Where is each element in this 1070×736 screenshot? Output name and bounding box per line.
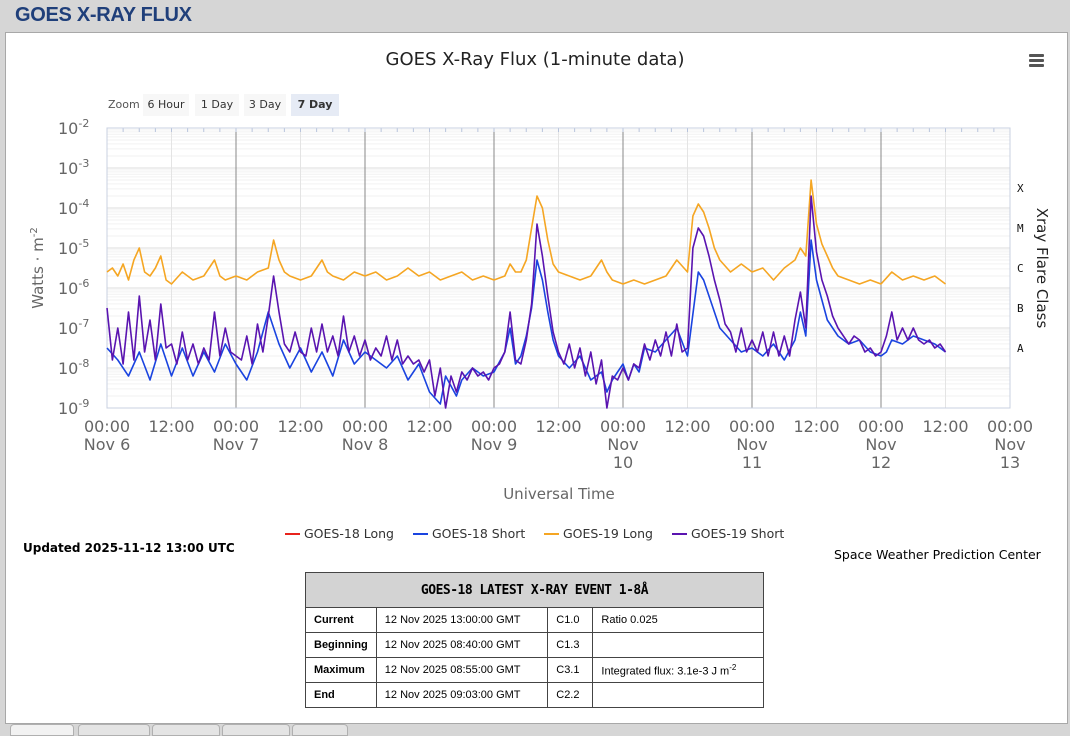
event-row-time: 12 Nov 2025 08:40:00 GMT [375,632,549,658]
x-tick-label: Nov 8 [342,435,389,454]
chart-title: GOES X-Ray Flux (1-minute data) [386,49,685,70]
x-tick-label: 00:00 [729,417,775,436]
y2-axis-label: Xray Flare Class [1033,208,1051,329]
swpc-credit: Space Weather Prediction Center [834,547,1041,562]
zoom-button-label[interactable]: 3 Day [249,98,282,111]
x-tick-label: 12:00 [406,417,452,436]
flare-class-label: M [1017,222,1024,235]
x-tick-label: 00:00 [858,417,904,436]
flare-class-label: A [1017,342,1024,355]
y-tick-label: 10-9 [58,397,89,418]
x-tick-label: 00:00 [987,417,1033,436]
page-title: GOES X-RAY FLUX [15,4,192,26]
event-row-class: C1.3 [547,632,594,658]
x-tick-label: 12:00 [793,417,839,436]
zoom-button-label[interactable]: 7 Day [298,98,333,111]
x-tick-label: 00:00 [84,417,130,436]
legend-item[interactable]: GOES-18 Long [304,526,394,541]
event-row-extra: Ratio 0.025 [592,607,764,633]
event-row-end: End 12 Nov 2025 09:03:00 GMT C2.2 [305,682,764,708]
chart-menu-icon[interactable] [1026,52,1048,70]
legend-item[interactable]: GOES-19 Long [563,526,653,541]
event-row-extra [592,632,764,658]
event-row-time: 12 Nov 2025 09:03:00 GMT [375,682,549,708]
event-row-class: C1.0 [547,607,594,633]
y-tick-label: 10-6 [58,277,89,298]
x-tick-label: 10 [613,453,633,472]
bottom-tab[interactable] [292,724,348,736]
event-row-label: Current [305,607,377,633]
event-table-header: GOES-18 LATEST X-RAY EVENT 1-8Å [305,572,764,608]
event-row-extra [592,682,764,708]
x-tick-label: Nov [865,435,896,454]
updated-timestamp: Updated 2025-11-12 13:00 UTC [23,541,235,555]
series-line-goes-18-short [106,239,946,405]
flare-class-label: B [1017,302,1024,315]
zoom-button-label[interactable]: 6 Hour [148,98,185,111]
event-row-label: Beginning [305,632,377,658]
x-tick-label: Nov 7 [213,435,260,454]
page-header: GOES X-RAY FLUX [0,0,1070,32]
x-tick-label: Nov 6 [84,435,131,454]
x-tick-label: 12:00 [664,417,710,436]
x-tick-label: 00:00 [471,417,517,436]
x-tick-label: 13 [1000,453,1020,472]
x-tick-label: Nov [994,435,1025,454]
event-row-class: C3.1 [547,657,594,683]
event-row-class: C2.2 [547,682,594,708]
x-tick-label: 11 [742,453,762,472]
event-row-extra-text: Ratio 0.025 [601,614,658,626]
y-tick-label: 10-4 [58,197,89,218]
zoom-button-label[interactable]: 1 Day [201,98,234,111]
flare-class-label: X [1017,182,1024,195]
x-tick-label: 12:00 [535,417,581,436]
zoom-button[interactable] [244,94,286,116]
bottom-tab[interactable] [78,724,150,736]
bottom-tab[interactable] [222,724,290,736]
event-row-extra: Integrated flux: 3.1e-3 J m-2 [592,657,764,683]
y-tick-label: 10-2 [58,117,89,138]
event-row-extra-text: Integrated flux: 3.1e-3 J m [601,665,730,678]
y-tick-label: 10-3 [58,157,89,178]
legend-item[interactable]: GOES-18 Short [432,526,525,541]
x-tick-label: 00:00 [600,417,646,436]
x-tick-label: 12:00 [148,417,194,436]
event-table-title: GOES-18 LATEST X-RAY EVENT 1-8Å [305,572,764,608]
y-tick-label: 10-5 [58,237,89,258]
event-row-maximum: Maximum 12 Nov 2025 08:55:00 GMT C3.1 In… [305,657,764,683]
x-tick-label: 00:00 [342,417,388,436]
event-row-time: 12 Nov 2025 13:00:00 GMT [375,607,549,633]
event-row-beginning: Beginning 12 Nov 2025 08:40:00 GMT C1.3 [305,632,764,658]
zoom-button[interactable] [291,94,339,116]
y-tick-label: 10-8 [58,357,89,378]
latest-event-table: GOES-18 LATEST X-RAY EVENT 1-8Å Current … [305,572,764,708]
event-row-current: Current 12 Nov 2025 13:00:00 GMT C1.0 Ra… [305,607,764,633]
legend-item[interactable]: GOES-19 Short [691,526,784,541]
event-row-label: Maximum [305,657,377,683]
bottom-tabs [8,722,1068,736]
event-row-time: 12 Nov 2025 08:55:00 GMT [375,657,549,683]
x-tick-label: 12:00 [277,417,323,436]
x-tick-label: 00:00 [213,417,259,436]
x-tick-label: Nov 9 [471,435,518,454]
y-axis-label: Watts · m-2 [29,227,47,309]
x-tick-label: Nov [736,435,767,454]
bottom-tab[interactable] [152,724,220,736]
series-line-goes-19-short [106,195,947,409]
event-row-label: End [305,682,377,708]
flare-class-label: C [1017,262,1024,275]
plot-area [106,127,1011,409]
x-axis-label: Universal Time [503,485,615,503]
y-tick-label: 10-7 [58,317,89,338]
x-tick-label: 12:00 [922,417,968,436]
series-line-goes-19-long [106,179,946,285]
event-row-extra-sup: -2 [729,662,737,672]
zoom-label: Zoom [108,98,140,111]
zoom-button[interactable] [195,94,239,116]
zoom-button[interactable] [143,94,189,116]
bottom-tab[interactable] [10,724,74,736]
x-tick-label: 12 [871,453,891,472]
x-tick-label: Nov [607,435,638,454]
